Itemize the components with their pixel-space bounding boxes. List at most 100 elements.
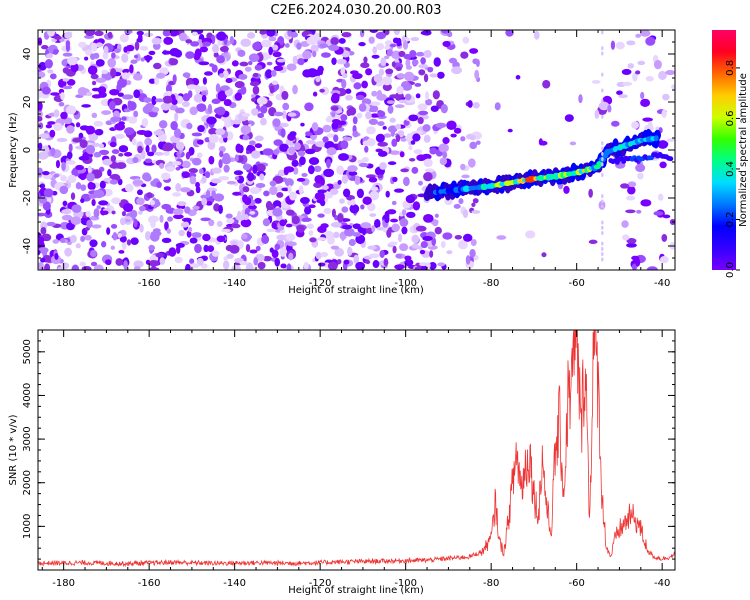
spectrogram-noise-blob bbox=[221, 155, 232, 165]
snr-x-tick-label: -140 bbox=[223, 578, 246, 589]
spectrogram-noise-blob bbox=[60, 237, 66, 243]
spectrogram-noise-blob bbox=[53, 173, 60, 178]
spectrogram-noise-blob bbox=[251, 108, 259, 116]
spectrogram-signal-layer bbox=[423, 30, 674, 262]
spectrogram-noise-blob bbox=[259, 105, 268, 114]
spectrogram-noise-blob bbox=[174, 256, 183, 264]
spectrogram-noise-blob bbox=[196, 103, 207, 112]
spectrogram-noise-blob bbox=[161, 50, 172, 55]
spectrogram-noise-blob bbox=[418, 63, 428, 69]
spectrogram-noise-blob bbox=[174, 112, 179, 122]
spectrogram-noise-blob bbox=[47, 30, 56, 37]
spectrogram-noise-blob bbox=[210, 178, 222, 184]
spectrogram-noise-blob bbox=[353, 254, 360, 264]
spectrogram-y-tick-label: 0 bbox=[22, 147, 33, 153]
spectrogram-noise-blob bbox=[180, 187, 191, 193]
spectrogram-noise-blob bbox=[315, 75, 321, 83]
spectrogram-noise-blob bbox=[621, 220, 629, 228]
spectrogram-noise-blob bbox=[515, 75, 521, 80]
spectrogram-noise-blob bbox=[322, 124, 332, 133]
spectrogram-noise-blob bbox=[315, 251, 322, 260]
spectrogram-noise-blob bbox=[386, 48, 393, 57]
spectrogram-noise-blob bbox=[306, 36, 318, 45]
colorbar: 0.0 0.2 0.4 0.6 0.8 Normalized spectral ampl… bbox=[712, 30, 749, 278]
spectrogram-noise-blob bbox=[377, 110, 386, 118]
spectrogram-artifact bbox=[601, 88, 604, 93]
spectrogram-noise-blob bbox=[247, 144, 252, 151]
spectrogram-noise-blob bbox=[148, 260, 160, 267]
spectrogram-noise-blob bbox=[123, 46, 128, 53]
spectrogram-noise-blob bbox=[358, 41, 366, 47]
spectrogram-noise-blob bbox=[189, 258, 195, 265]
spectrogram-noise-blob bbox=[203, 244, 209, 253]
spectrogram-noise-blob bbox=[101, 69, 109, 74]
snr-y-tick-label: 5000 bbox=[22, 339, 33, 364]
spectrogram-noise-blob bbox=[394, 264, 405, 270]
spectrogram-noise-blob bbox=[305, 132, 313, 137]
spectrogram-noise-blob bbox=[626, 238, 637, 244]
spectrogram-noise-blob bbox=[296, 225, 305, 233]
spectrogram-noise-blob bbox=[85, 49, 93, 56]
spectrogram-noise-blob bbox=[140, 57, 145, 62]
spectrogram-noise-blob bbox=[211, 250, 220, 257]
spectrogram-noise-blob bbox=[406, 211, 416, 218]
spectrogram-noise-blob bbox=[216, 220, 223, 227]
spectrogram-noise-blob bbox=[384, 45, 391, 50]
spectrogram-noise-blob bbox=[44, 263, 51, 270]
spectrogram-noise-blob bbox=[451, 66, 463, 75]
spectrogram-noise-blob bbox=[316, 237, 327, 241]
spectrogram-noise-blob bbox=[377, 174, 383, 179]
spectrogram-noise-blob bbox=[401, 226, 408, 235]
spectrogram-noise-blob bbox=[234, 154, 239, 162]
spectrogram-noise-blob bbox=[118, 68, 123, 73]
spectrogram-noise-blob bbox=[62, 67, 70, 74]
spectrogram-noise-blob bbox=[62, 85, 73, 90]
spectrogram-noise-blob bbox=[665, 69, 675, 76]
spectrogram-noise-blob bbox=[133, 260, 144, 268]
spectrogram-noise-blob bbox=[114, 122, 126, 131]
spectrogram-noise-blob bbox=[417, 117, 424, 125]
spectrogram-noise-blob bbox=[182, 72, 191, 78]
spectrogram-noise-blob bbox=[320, 223, 329, 229]
spectrogram-noise-blob bbox=[254, 143, 263, 149]
spectrogram-noise-blob bbox=[272, 207, 283, 217]
spectrogram-noise-blob bbox=[175, 141, 185, 151]
spectrogram-noise-blob bbox=[110, 155, 117, 163]
spectrogram-noise-blob bbox=[333, 231, 340, 239]
spectrogram-noise-blob bbox=[84, 234, 92, 241]
spectrogram-noise-blob bbox=[304, 148, 316, 155]
spectrogram-noise-blob bbox=[178, 229, 185, 237]
spectrogram-noise-blob bbox=[50, 147, 56, 157]
spectrogram-noise-blob bbox=[248, 53, 260, 63]
spectrogram-noise-blob bbox=[198, 86, 208, 91]
spectrogram-noise-blob bbox=[331, 106, 339, 111]
spectrogram-noise-blob bbox=[340, 114, 348, 121]
spectrogram-noise-blob bbox=[93, 208, 100, 218]
spectrogram-noise-blob bbox=[402, 40, 409, 50]
spectrogram-noise-blob bbox=[429, 147, 438, 155]
spectrogram-noise-blob bbox=[371, 225, 376, 233]
spectrogram-x-ticks: -180 -160 -140 -120 -100 -80 -60 -40 bbox=[41, 30, 670, 289]
spectrogram-noise-blob bbox=[342, 73, 348, 79]
spectrogram-noise-blob bbox=[181, 160, 191, 169]
spectrogram-noise-blob bbox=[87, 65, 98, 75]
spectrogram-noise-blob bbox=[383, 55, 390, 60]
spectrogram-noise-blob bbox=[413, 149, 423, 155]
spectrogram-noise-blob bbox=[66, 222, 75, 231]
spectrogram-noise-blob bbox=[408, 114, 419, 122]
spectrogram-noise-blob bbox=[94, 128, 104, 136]
spectrogram-noise-blob bbox=[259, 173, 265, 181]
spectrogram-noise-blob bbox=[301, 217, 312, 222]
spectrogram-noise-blob bbox=[257, 112, 265, 118]
spectrogram-noise-blob bbox=[330, 37, 339, 46]
spectrogram-noise-blob bbox=[90, 261, 98, 267]
spectrogram-noise-blob bbox=[53, 35, 62, 40]
spectrogram-noise-blob bbox=[631, 263, 638, 270]
spectrogram-noise-blob bbox=[249, 249, 258, 254]
spectrogram-noise-blob bbox=[317, 213, 325, 218]
spectrogram-noise-blob bbox=[143, 32, 154, 37]
spectrogram-noise-blob bbox=[129, 64, 134, 74]
spectrogram-noise-blob bbox=[66, 79, 76, 86]
spectrogram-artifact bbox=[601, 141, 604, 146]
spectrogram-noise-blob bbox=[460, 51, 469, 59]
